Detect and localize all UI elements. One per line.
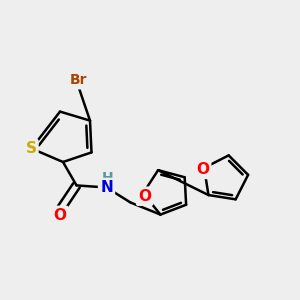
Text: H: H xyxy=(102,172,114,185)
Text: N: N xyxy=(100,180,113,195)
Text: S: S xyxy=(26,141,36,156)
Text: O: O xyxy=(53,208,67,223)
Text: O: O xyxy=(138,189,151,204)
Text: O: O xyxy=(196,162,209,177)
Text: Br: Br xyxy=(70,74,87,87)
